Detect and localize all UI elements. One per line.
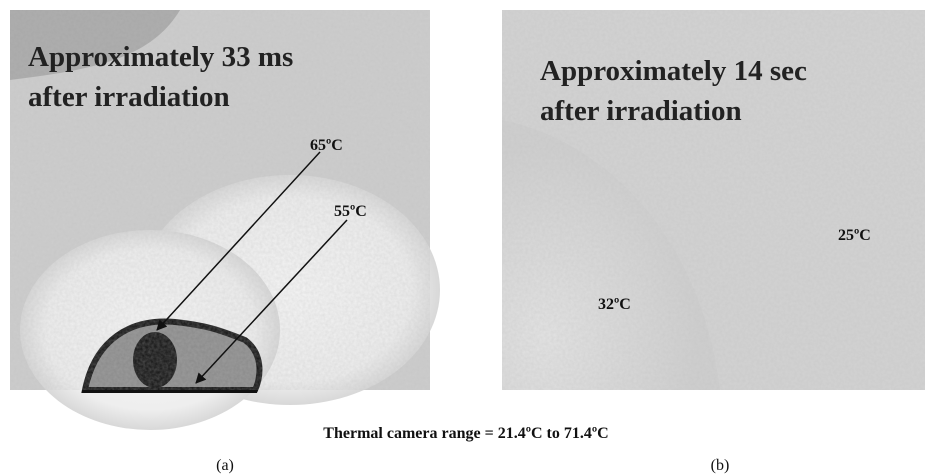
figure: Approximately 33 ms after irradiation 65… (0, 0, 933, 474)
panel-title: Approximately 14 sec (540, 55, 807, 87)
panel-label: (b) (711, 457, 730, 474)
temperature-label: 55ºC (334, 203, 367, 220)
panel-b: Approximately 14 sec after irradiation 2… (502, 10, 925, 390)
panel-label: (a) (216, 457, 234, 474)
temperature-label: 25ºC (838, 227, 871, 244)
panel-title: after irradiation (540, 95, 742, 127)
panel-title: after irradiation (28, 81, 230, 113)
caption: Thermal camera range = 21.4ºC to 71.4ºC (323, 425, 608, 442)
panel-a: Approximately 33 ms after irradiation 65… (10, 10, 440, 430)
temperature-label: 65ºC (310, 137, 343, 154)
temperature-label: 32ºC (598, 296, 631, 313)
panel-title: Approximately 33 ms (28, 41, 293, 73)
